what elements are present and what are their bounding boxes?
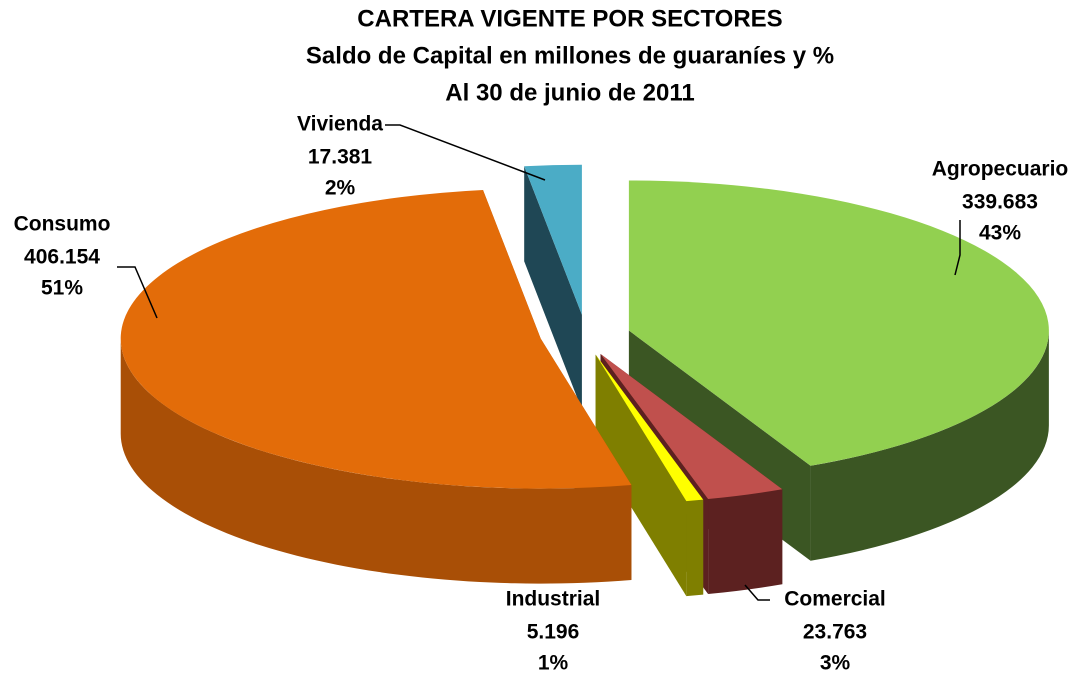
chart-title: CARTERA VIGENTE POR SECTORES (357, 5, 782, 32)
leader-line (117, 266, 158, 319)
data-label-value: 406.154 (24, 246, 100, 269)
slice-outer-wall (686, 499, 704, 597)
slice (524, 164, 582, 315)
data-label-percent: 1% (538, 652, 569, 675)
slice-cut-wall (595, 354, 687, 597)
data-label-category: Agropecuario (932, 158, 1069, 181)
leader-line (954, 220, 961, 276)
data-label-value: 339.683 (962, 191, 1038, 214)
slice-outer-wall (120, 338, 632, 584)
data-label-value: 17.381 (308, 146, 373, 169)
data-label-category: Industrial (506, 588, 601, 611)
leader-line (744, 584, 770, 601)
slice (120, 190, 632, 489)
slice-outer-wall (708, 489, 783, 595)
chart-subtitle: Saldo de Capital en millones de guaraníe… (306, 42, 834, 69)
data-label-value: 5.196 (527, 621, 580, 644)
leader-line (385, 124, 546, 181)
data-label-percent: 3% (820, 652, 851, 675)
slice-outer-wall (810, 330, 1049, 561)
data-label-value: 23.763 (803, 621, 867, 644)
chart-subtitle: Al 30 de junio de 2011 (445, 79, 694, 106)
data-label-category: Comercial (784, 588, 886, 611)
data-label-percent: 43% (979, 222, 1021, 245)
slice (600, 354, 783, 500)
data-label-category: Consumo (14, 213, 111, 236)
slice (628, 180, 1049, 466)
data-label-category: Vivienda (297, 113, 383, 136)
slice (595, 354, 704, 502)
slice-cut-wall (524, 166, 582, 410)
data-label-percent: 2% (325, 177, 356, 200)
data-label-percent: 51% (41, 277, 83, 300)
